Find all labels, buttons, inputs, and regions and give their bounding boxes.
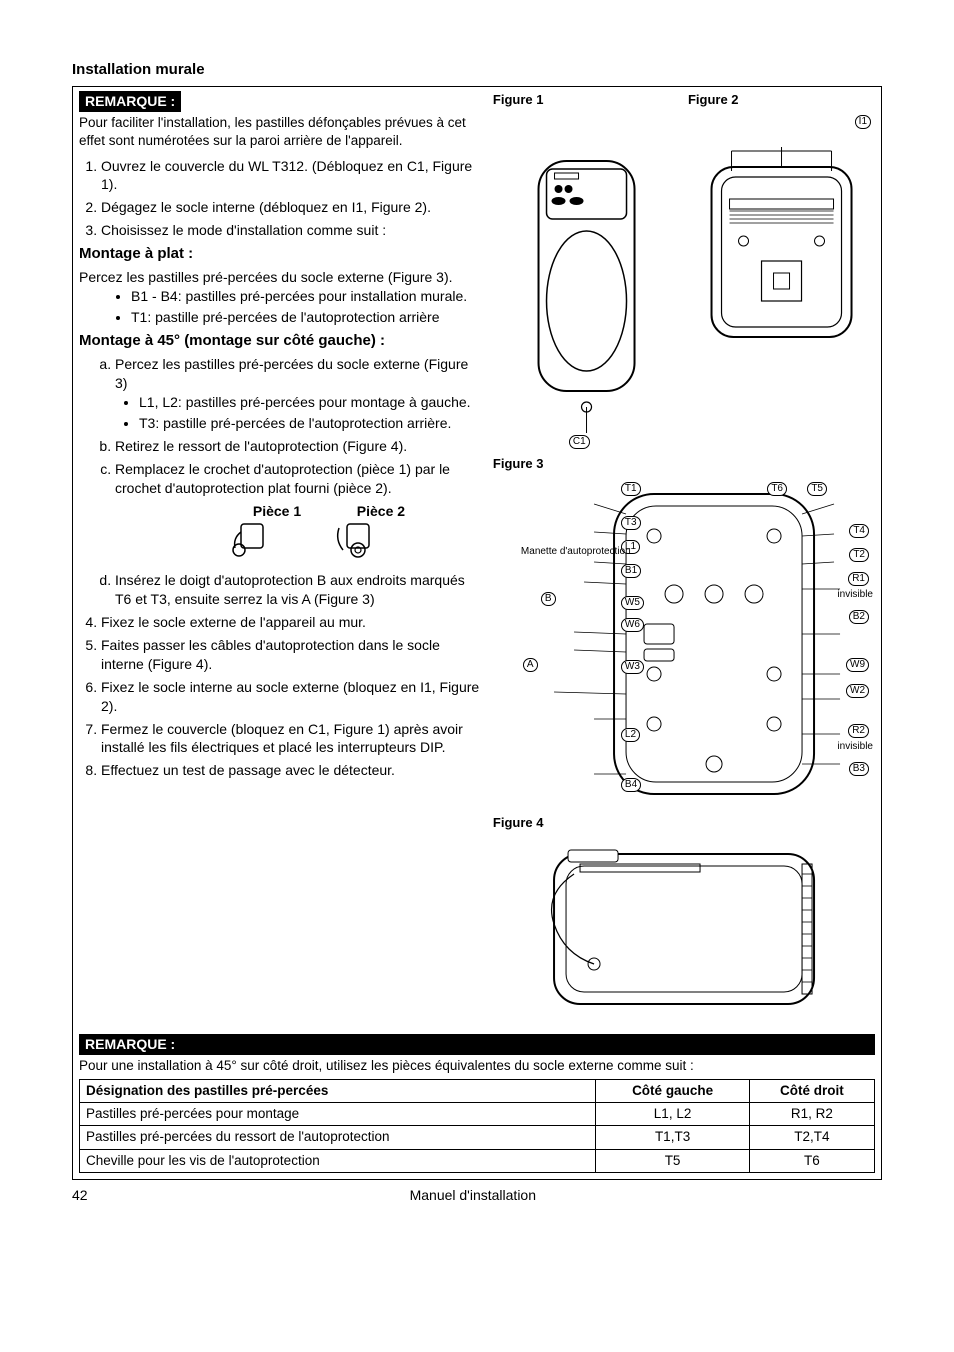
invisible-label-1: invisible: [837, 588, 873, 602]
b3-callout: B3: [849, 762, 869, 776]
figure-1-label: Figure 1: [493, 91, 680, 109]
angle-mount-heading: Montage à 45° (montage sur côté gauche) …: [79, 331, 483, 351]
table-cell: T5: [596, 1149, 749, 1172]
t2-callout: T2: [849, 548, 869, 562]
step-6: Fixez le socle interne au socle externe …: [101, 678, 483, 716]
figure-column: Figure 1 Figure 2: [493, 91, 875, 1034]
l2-callout: L2: [621, 728, 640, 742]
w5-callout: W5: [621, 596, 644, 610]
piece-2-label: Pièce 2: [331, 502, 431, 521]
manette-label: Manette d'autoprotection: [521, 546, 631, 557]
step-3: Choisissez le mode d'installation comme …: [101, 221, 483, 240]
w6-callout: W6: [621, 618, 644, 632]
angle-step-a: Percez les pastilles pré-percées du socl…: [115, 355, 483, 433]
figure-1: C1: [493, 111, 680, 451]
table-cell: Cheville pour les vis de l'autoprotectio…: [80, 1149, 596, 1172]
b1-callout: B1: [621, 564, 641, 578]
table-row: Pastilles pré-percées pour montage L1, L…: [80, 1103, 875, 1126]
list-item: T3: pastille pré-percées de l'autoprotec…: [139, 414, 483, 433]
table-cell: Pastilles pré-percées du ressort de l'au…: [80, 1126, 596, 1149]
list-item: L1, L2: pastilles pré-percées pour monta…: [139, 393, 483, 412]
table-header-designation: Désignation des pastilles pré-percées: [80, 1080, 596, 1103]
r1-callout: R1: [848, 572, 869, 586]
list-item: T1: pastille pré-percées de l'autoprotec…: [131, 308, 483, 327]
remarque-heading: REMARQUE :: [79, 91, 181, 112]
flat-mount-bullets: B1 - B4: pastilles pré-percées pour inst…: [79, 287, 483, 327]
figure-3: T1 T3 L1 B1 W5 W6 W3 L2 B4 B A Manette d…: [493, 474, 875, 814]
step-4: Fixez le socle externe de l'appareil au …: [101, 613, 483, 632]
content-box: REMARQUE : Pour faciliter l'installation…: [72, 86, 882, 1180]
b2-callout: B2: [849, 610, 869, 624]
main-step-list-cont: Fixez le socle externe de l'appareil au …: [79, 613, 483, 780]
table-cell: T2,T4: [749, 1126, 874, 1149]
main-step-list: Ouvrez le couvercle du WL T312. (Débloqu…: [79, 157, 483, 241]
t1-callout: T1: [621, 482, 641, 496]
figure-3-label: Figure 3: [493, 455, 875, 473]
t4-callout: T4: [849, 524, 869, 538]
t6-callout: T6: [767, 482, 787, 496]
table-cell: T6: [749, 1149, 874, 1172]
footer-title: Manuel d'installation: [88, 1186, 858, 1205]
angle-step-c-text: Remplacez le crochet d'autoprotection (p…: [115, 461, 450, 496]
a-callout: A: [523, 658, 538, 672]
page-number: 42: [72, 1186, 88, 1205]
w9-callout: W9: [846, 658, 869, 672]
remarque-2-heading: REMARQUE :: [79, 1034, 875, 1055]
step-5: Faites passer les câbles d'autoprotectio…: [101, 636, 483, 674]
t3-callout: T3: [621, 516, 641, 530]
figure-4: [493, 834, 875, 1034]
section-title: Installation murale: [72, 60, 882, 80]
angle-step-c: Remplacez le crochet d'autoprotection (p…: [115, 460, 483, 566]
table-cell: R1, R2: [749, 1103, 874, 1126]
flat-mount-intro: Percez les pastilles pré-percées du socl…: [79, 268, 483, 287]
page-footer: 42 Manuel d'installation: [72, 1186, 882, 1205]
table-row: Pastilles pré-percées du ressort de l'au…: [80, 1126, 875, 1149]
list-item: B1 - B4: pastilles pré-percées pour inst…: [131, 287, 483, 306]
table-row: Cheville pour les vis de l'autoprotectio…: [80, 1149, 875, 1172]
figure-2-label: Figure 2: [688, 91, 875, 109]
invisible-label-2: invisible: [837, 740, 873, 754]
piece-1-icon: [227, 520, 327, 560]
i1-callout: I1: [855, 115, 871, 129]
table-cell: L1, L2: [596, 1103, 749, 1126]
angle-step-b: Retirez le ressort de l'autoprotection (…: [115, 437, 483, 456]
w3-callout: W3: [621, 660, 644, 674]
b-callout: B: [541, 592, 556, 606]
angle-mount-list: Percez les pastilles pré-percées du socl…: [79, 355, 483, 609]
remarque-2-table: Désignation des pastilles pré-percées Cô…: [79, 1079, 875, 1173]
angle-step-d: Insérez le doigt d'autoprotection B aux …: [115, 571, 483, 609]
figure-2: I1: [688, 111, 875, 451]
step-1: Ouvrez le couvercle du WL T312. (Débloqu…: [101, 157, 483, 195]
table-cell: T1,T3: [596, 1126, 749, 1149]
table-header-gauche: Côté gauche: [596, 1080, 749, 1103]
step-7: Fermez le couvercle (bloquez en C1, Figu…: [101, 720, 483, 758]
note-text: Pour faciliter l'installation, les pasti…: [79, 114, 483, 150]
table-cell: Pastilles pré-percées pour montage: [80, 1103, 596, 1126]
figure-4-label: Figure 4: [493, 814, 875, 832]
remarque-2-intro: Pour une installation à 45° sur côté dro…: [79, 1057, 875, 1075]
angle-step-a-text: Percez les pastilles pré-percées du socl…: [115, 356, 468, 391]
b4-callout: B4: [621, 778, 641, 792]
table-header-droit: Côté droit: [749, 1080, 874, 1103]
piece-1-label: Pièce 1: [227, 502, 327, 521]
text-column: REMARQUE : Pour faciliter l'installation…: [79, 91, 483, 1034]
flat-mount-heading: Montage à plat :: [79, 244, 483, 264]
w2-callout: W2: [846, 684, 869, 698]
r2-callout: R2: [848, 724, 869, 738]
piece-2-icon: [331, 520, 431, 560]
step-2: Dégagez le socle interne (débloquez en I…: [101, 198, 483, 217]
c1-callout: C1: [569, 435, 590, 449]
t5-callout: T5: [807, 482, 827, 496]
step-8: Effectuez un test de passage avec le dét…: [101, 761, 483, 780]
